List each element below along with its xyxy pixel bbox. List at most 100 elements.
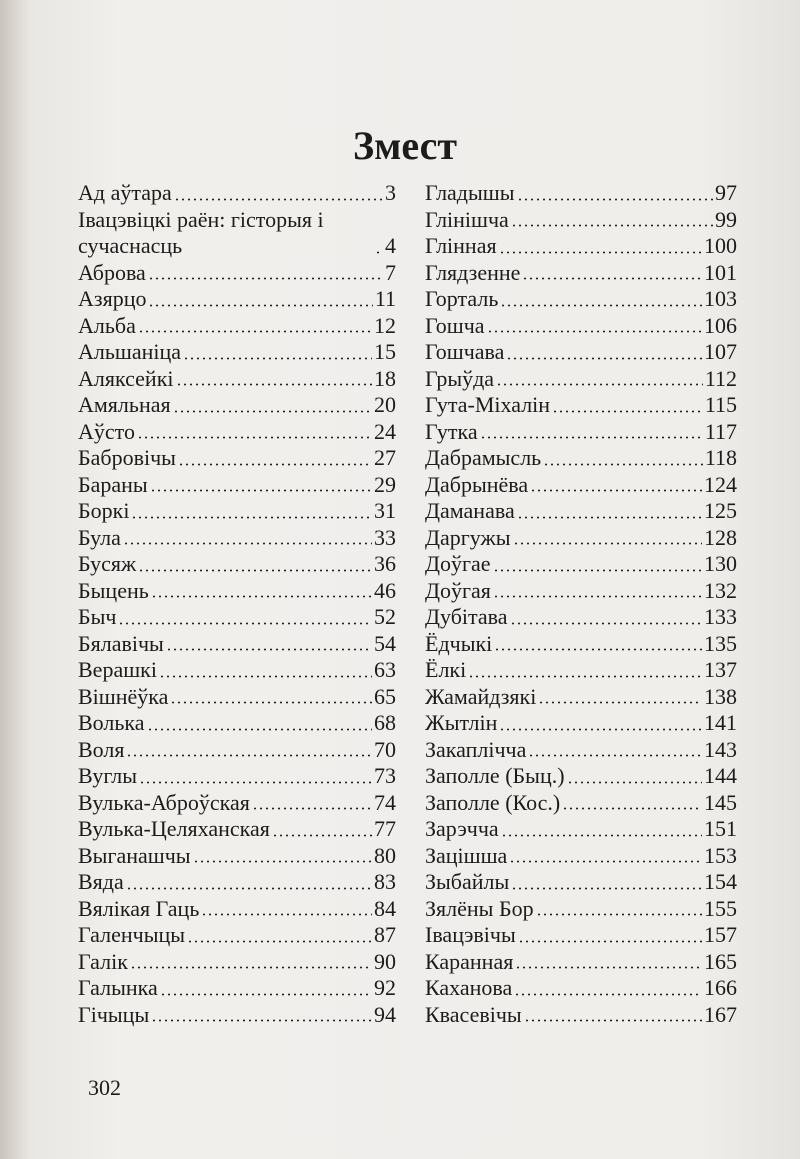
leader-dots (159, 992, 372, 996)
entry-title: Гутка (425, 418, 478, 444)
leader-dots (517, 939, 702, 943)
entry-page: 133 (704, 604, 737, 629)
leader-dots (496, 383, 703, 386)
toc-entry: Дабрамысль 118 (425, 445, 737, 472)
leader-dots (535, 913, 702, 916)
toc-entry: Каранная 165 (425, 949, 737, 976)
leader-dots (126, 754, 372, 757)
leader-dots (538, 701, 702, 704)
title: Змест (352, 123, 457, 168)
leader-dots (510, 224, 713, 227)
entry-page: 80 (374, 842, 396, 868)
entry-page: 77 (374, 816, 396, 841)
leader-dots (137, 330, 372, 333)
toc-entry: Квасевічы 167 (425, 1002, 737, 1029)
entry-title: Грыўда (425, 365, 495, 391)
entry-title: Азярцо (78, 286, 147, 311)
entry-title: Глінішча (425, 206, 509, 232)
entry-page: 54 (374, 630, 396, 656)
entry-page: 18 (374, 365, 396, 391)
leader-dots (492, 595, 702, 598)
entry-page: 100 (704, 233, 737, 258)
toc-entry: Каханова 166 (425, 975, 737, 1002)
entry-page: 112 (704, 365, 737, 391)
entry-page: 73 (374, 763, 396, 788)
leader-dots (566, 780, 702, 784)
toc-entry: Бусяж 36 (78, 551, 396, 578)
toc-entry: Ад аўтара 3 (78, 180, 396, 207)
page-number: 302 (88, 1075, 121, 1100)
entry-page: 157 (704, 922, 737, 947)
toc-entry: Быч 52 (78, 604, 396, 631)
leader-dots (500, 833, 702, 837)
leader-dots (479, 436, 703, 439)
leader-dots (170, 701, 372, 704)
entry-title: Верашкі (78, 657, 157, 682)
toc-entry: Вулька-Аброўская 74 (78, 790, 396, 817)
toc-entry: Доўгае 130 (425, 551, 737, 578)
entry-page: 128 (704, 524, 737, 550)
entry-page: 70 (374, 736, 396, 762)
entry-page: 106 (704, 312, 737, 338)
leader-dots (499, 727, 702, 731)
toc-entry: Жытлін 141 (425, 710, 737, 737)
toc-entry: Бялавічы 54 (78, 631, 396, 658)
entry-title: Доўгае (425, 551, 491, 576)
entry-title: Гічыцы (78, 1001, 150, 1027)
leader-dots (177, 462, 372, 466)
entry-title: Быцень (78, 577, 149, 603)
leader-dots (158, 674, 372, 678)
leader-dots (506, 356, 702, 360)
entry-title: Амяльная (78, 392, 171, 417)
leader-dots (173, 197, 383, 201)
toc-entry: Грыўда 112 (425, 366, 737, 393)
entry-page: 11 (374, 286, 396, 311)
entry-page: 130 (704, 551, 737, 576)
toc-entry: Вулька-Целяханская 77 (78, 816, 396, 843)
entry-title: Заполле (Быц.) (425, 763, 565, 788)
entry-title: Доўгая (425, 577, 491, 603)
entry-title: Жытлін (425, 710, 498, 735)
leader-dots (201, 913, 372, 916)
toc-entry: Дубітава 133 (425, 604, 737, 631)
toc-entry: Глінішча 99 (425, 207, 737, 234)
leader-dots (131, 515, 372, 519)
entry-title: Каранная (425, 948, 514, 974)
entry-page: 138 (704, 683, 737, 709)
entry-page: 125 (704, 498, 737, 523)
entry-title: Зыбайлы (425, 869, 510, 894)
toc-column: Ад аўтара 3 Івацэвіцкі раён: гісторыя і су… (78, 180, 396, 1028)
leader-dots (125, 886, 372, 890)
leader-dots (192, 860, 372, 863)
entry-page: 167 (704, 1001, 737, 1027)
entry-page: 20 (374, 392, 396, 417)
toc-entry: Бараны 29 (78, 472, 396, 499)
entry-title: Даргужы (425, 524, 511, 550)
entry-page: 83 (374, 869, 396, 894)
toc-entry: Ёлкі 137 (425, 657, 737, 684)
entry-title: Волька (78, 710, 145, 735)
toc-entry: Була 33 (78, 525, 396, 552)
entry-page: 166 (704, 975, 737, 1000)
leader-dots (183, 356, 372, 360)
leader-dots (139, 780, 372, 784)
entry-title: Дабрамысль (425, 445, 542, 470)
entry-title: Галенчыцы (78, 922, 186, 947)
toc-entry: Галенчыцы 87 (78, 922, 396, 949)
leader-dots (118, 621, 372, 625)
entry-page: 84 (374, 895, 396, 921)
toc-entry: Ёдчыкі 135 (425, 631, 737, 658)
toc-entry: Выганашчы 80 (78, 843, 396, 870)
leader-dots (147, 277, 383, 280)
entry-page: 144 (704, 763, 737, 788)
toc-entry: Волька 68 (78, 710, 396, 737)
entry-page: 92 (374, 975, 396, 1000)
toc-entry: Закаплічча 143 (425, 737, 737, 764)
toc-entry: Гутка 117 (425, 419, 737, 446)
toc-entry: Зыбайлы 154 (425, 869, 737, 896)
entry-page: 74 (374, 789, 396, 815)
leader-dots (187, 939, 372, 943)
entry-title: Аляксейкі (78, 365, 174, 391)
toc-entry: Гута-Міхалін 115 (425, 392, 737, 419)
